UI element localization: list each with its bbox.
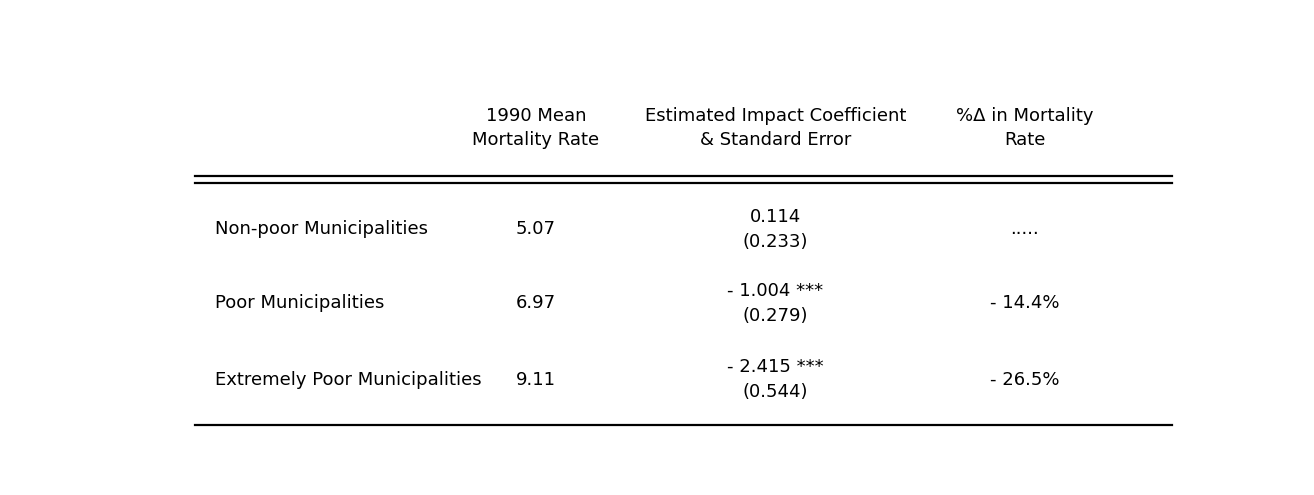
Text: 1990 Mean
Mortality Rate: 1990 Mean Mortality Rate: [473, 107, 599, 149]
Text: Non-poor Municipalities: Non-poor Municipalities: [215, 220, 428, 238]
Text: Extremely Poor Municipalities: Extremely Poor Municipalities: [215, 371, 482, 389]
Text: %Δ in Mortality
Rate: %Δ in Mortality Rate: [957, 107, 1093, 149]
Text: - 2.415 ***
(0.544): - 2.415 *** (0.544): [727, 358, 824, 401]
Text: - 14.4%: - 14.4%: [989, 295, 1059, 312]
Text: .....: .....: [1010, 220, 1039, 238]
Text: 9.11: 9.11: [516, 371, 556, 389]
Text: - 1.004 ***
(0.279): - 1.004 *** (0.279): [727, 282, 824, 325]
Text: - 26.5%: - 26.5%: [989, 371, 1059, 389]
Text: 5.07: 5.07: [516, 220, 556, 238]
Text: 6.97: 6.97: [516, 295, 556, 312]
Text: Poor Municipalities: Poor Municipalities: [215, 295, 385, 312]
Text: 0.114
(0.233): 0.114 (0.233): [742, 207, 808, 250]
Text: Estimated Impact Coefficient
& Standard Error: Estimated Impact Coefficient & Standard …: [645, 107, 905, 149]
